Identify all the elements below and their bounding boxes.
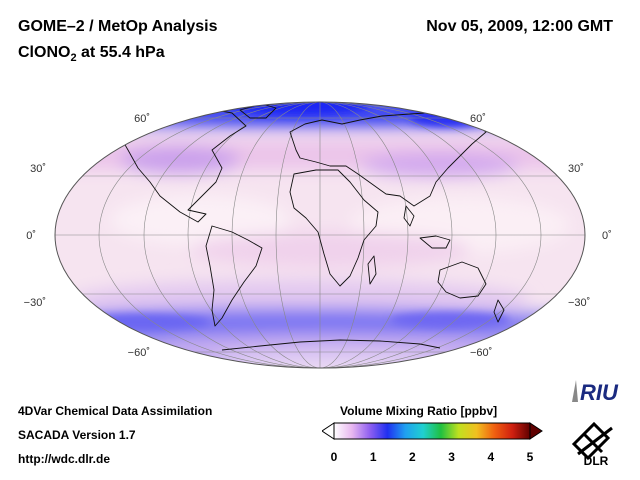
colorbar-title: Volume Mixing Ratio [ppbv] bbox=[340, 404, 498, 418]
species-subscript: 2 bbox=[70, 52, 77, 65]
colorbar-over-arrow bbox=[529, 422, 543, 440]
colorbar-tick-label: 1 bbox=[369, 450, 377, 464]
graticule bbox=[55, 102, 585, 368]
colorbar-under-arrow bbox=[322, 422, 335, 440]
map-subtitle: ClONO2 at 55.4 hPa bbox=[18, 44, 165, 64]
colorbar-tick-label: 5 bbox=[526, 450, 534, 464]
map-title: GOME–2 / MetOp Analysis bbox=[18, 18, 218, 35]
lat-label-60s-left: −60˚ bbox=[128, 347, 150, 359]
colorbar-tick-label: 3 bbox=[448, 450, 455, 464]
map-datetime: Nov 05, 2009, 12:00 GMT bbox=[426, 18, 613, 35]
lat-label-eq-left: 0˚ bbox=[26, 230, 36, 242]
dlr-logo: DLR bbox=[571, 421, 613, 466]
riu-logo-mark bbox=[572, 380, 578, 402]
globe-outline bbox=[54, 101, 586, 369]
riu-logo: RIU bbox=[572, 380, 619, 405]
field-layer bbox=[55, 102, 585, 368]
colorbar-gradient bbox=[333, 422, 531, 440]
lat-label-60n-right: 60˚ bbox=[470, 113, 486, 125]
colorbar-tick-label: 2 bbox=[409, 450, 416, 464]
footer-version: SACADA Version 1.7 bbox=[18, 428, 136, 442]
riu-logo-text: RIU bbox=[580, 380, 619, 405]
latitude-labels: 60˚ 60˚ 30˚ 30˚ 0˚ 0˚ −30˚ −30˚ −60˚ −60… bbox=[24, 113, 612, 359]
coastlines bbox=[119, 103, 505, 351]
lat-label-60s-right: −60˚ bbox=[470, 347, 492, 359]
species-name: ClONO bbox=[18, 44, 71, 61]
dlr-logo-mark bbox=[571, 421, 613, 461]
lat-label-eq-right: 0˚ bbox=[602, 230, 612, 242]
lat-label-30s-right: −30˚ bbox=[568, 297, 590, 309]
footer-method: 4DVar Chemical Data Assimilation bbox=[18, 404, 213, 418]
colorbar-tick-label: 4 bbox=[487, 450, 495, 464]
lat-label-30s-left: −30˚ bbox=[24, 297, 46, 309]
lat-label-60n-left: 60˚ bbox=[134, 113, 150, 125]
footer-url: http://wdc.dlr.de bbox=[18, 452, 110, 466]
dlr-logo-text: DLR bbox=[584, 454, 609, 466]
lat-label-30n-right: 30˚ bbox=[568, 163, 584, 175]
colorbar-tick-label: 0 bbox=[330, 450, 338, 464]
lat-label-30n-left: 30˚ bbox=[30, 163, 46, 175]
colorbar bbox=[322, 422, 543, 440]
pressure-level: at 55.4 hPa bbox=[76, 44, 165, 61]
